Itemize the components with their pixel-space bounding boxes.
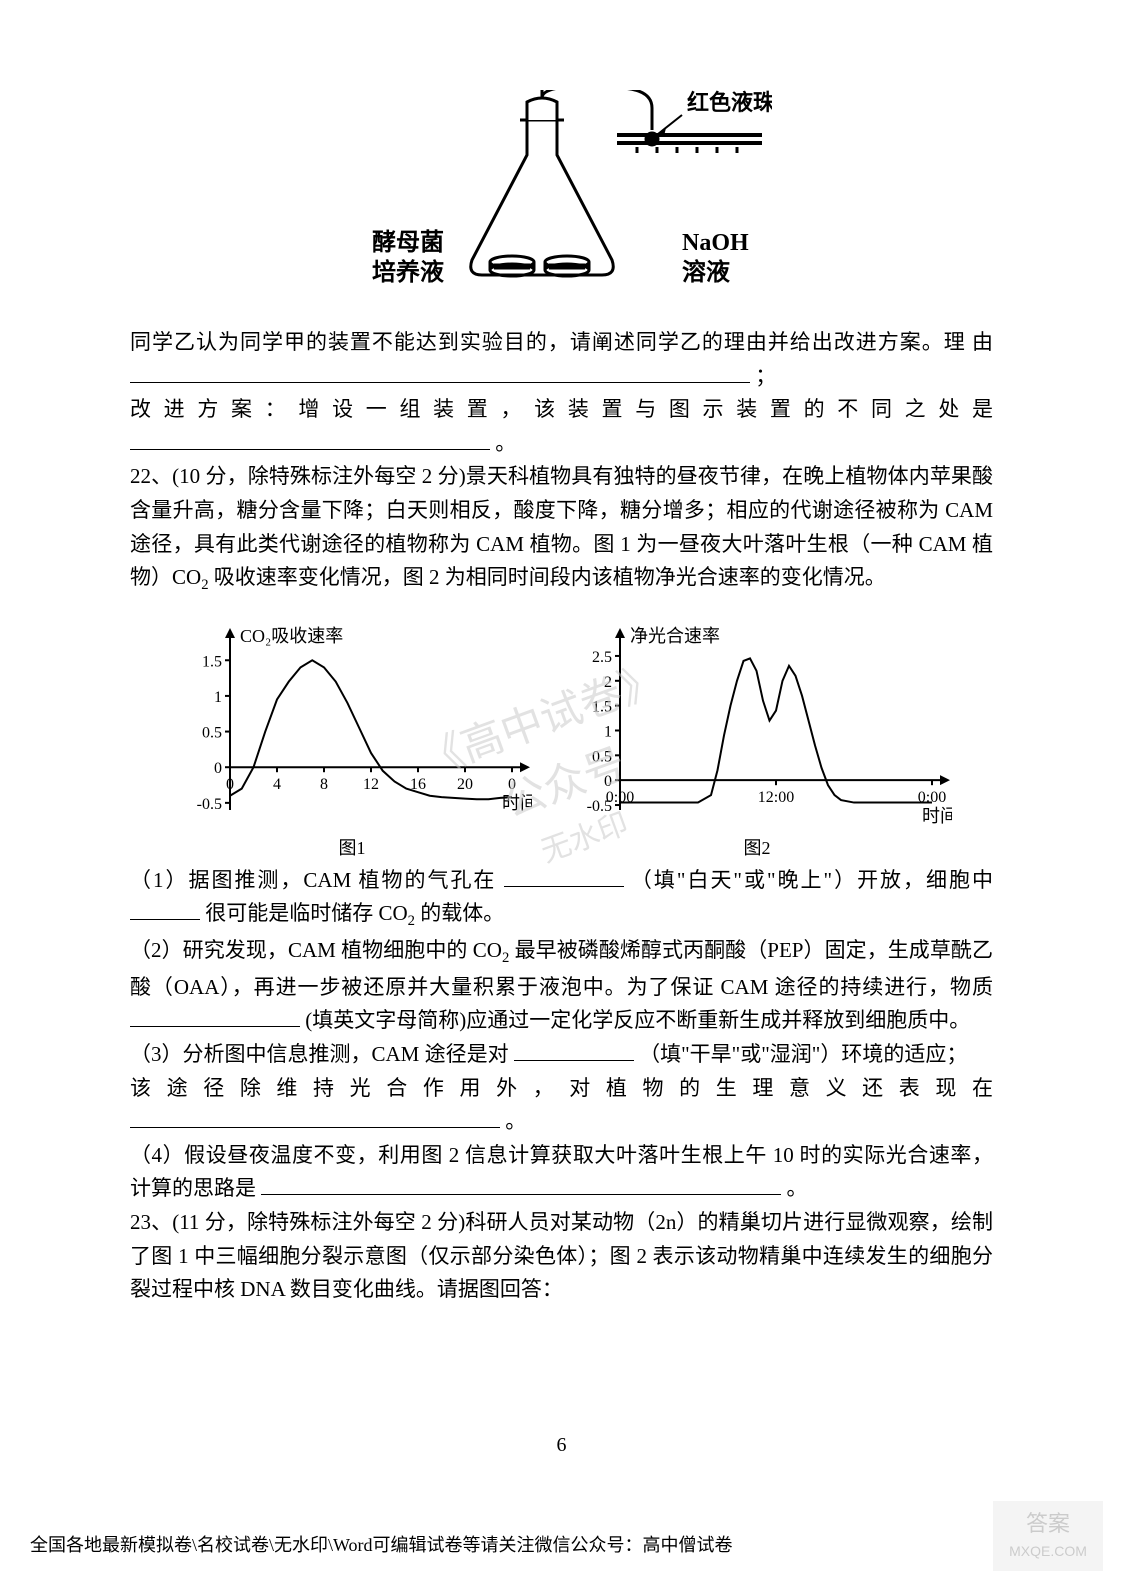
corner-logo-line1: 答案 <box>1026 1511 1070 1536</box>
q22-1c: 很可能是临时储存 CO <box>205 901 407 925</box>
corner-logo-line2: MXQE.COM <box>1009 1543 1087 1559</box>
apparatus-bead-label: 红色液珠 <box>687 90 772 115</box>
q22-1c-cont: 的载体。 <box>415 901 504 925</box>
svg-text:0.5: 0.5 <box>592 748 612 765</box>
q22-2b: (填英文字母简称)应通过一定化学反应不断重新生成并释放到细胞质中。 <box>305 1008 970 1032</box>
q22-4: （4）假设昼夜温度不变，利用图 2 信息计算获取大叶落叶生根上午 10 时的实际… <box>130 1139 993 1206</box>
paragraph-2: 改进方案：增设一组装置，该装置与图示装置的不同之处是 。 <box>130 393 993 460</box>
svg-text:2: 2 <box>604 674 612 691</box>
p1c: ； <box>755 364 776 388</box>
corner-logo: 答案 MXQE.COM <box>993 1501 1103 1571</box>
chart2: -0.500.511.522.50:0012:000:00净光合速率时间图2 <box>562 608 952 858</box>
svg-text:20: 20 <box>457 776 473 793</box>
apparatus-svg: 红色液珠 酵母菌 培养液 NaOH 溶液 <box>352 90 772 310</box>
svg-text:12: 12 <box>363 776 379 793</box>
blank-22-4 <box>261 1173 781 1195</box>
q22a-cont: 吸收速率变化情况，图 2 为相同时间段内该植物净光合速率的变化情况。 <box>209 565 886 589</box>
svg-text:12:00: 12:00 <box>757 789 793 806</box>
q22-4c: 。 <box>787 1176 808 1200</box>
q22-1b: （填"白天"或"晚上"）开放，细胞中 <box>631 868 993 892</box>
svg-text:0.5: 0.5 <box>202 724 222 741</box>
q23: 23、(11 分，除特殊标注外每空 2 分)科研人员对某动物（2n）的精巢切片进… <box>130 1210 993 1301</box>
svg-text:0: 0 <box>508 776 516 793</box>
svg-text:1: 1 <box>604 723 612 740</box>
page-number: 6 <box>0 1434 1123 1457</box>
blank-22-1a <box>504 865 624 887</box>
svg-text:图1: 图1 <box>338 838 365 858</box>
svg-text:时间: 时间 <box>502 793 532 813</box>
svg-text:1.5: 1.5 <box>592 698 612 715</box>
svg-text:净光合速率: 净光合速率 <box>630 626 720 646</box>
svg-text:1.5: 1.5 <box>202 653 222 670</box>
q22-2a: （2）研究发现，CAM 植物细胞中的 CO <box>130 938 502 962</box>
question-23: 23、(11 分，除特殊标注外每空 2 分)科研人员对某动物（2n）的精巢切片进… <box>130 1206 993 1307</box>
p1b: 由 <box>972 330 993 354</box>
blank-22-3a <box>514 1039 634 1061</box>
q22-4b: 计算的思路是 <box>130 1176 256 1200</box>
apparatus-figure: 红色液珠 酵母菌 培养液 NaOH 溶液 <box>130 90 993 316</box>
p2b: 。 <box>495 431 516 455</box>
q22-3a: （3）分析图中信息推测，CAM 途径是对 <box>130 1042 509 1066</box>
paragraph-1: 同学乙认为同学甲的装置不能达到实验目的，请阐述同学乙的理由并给出改进方案。理 由… <box>130 326 993 393</box>
svg-text:CO₂吸收速率: CO₂吸收速率 <box>240 626 343 646</box>
svg-text:0:00: 0:00 <box>917 789 945 806</box>
svg-text:0:00: 0:00 <box>605 789 633 806</box>
svg-text:8: 8 <box>320 776 328 793</box>
p2a: 改进方案：增设一组装置，该装置与图示装置的不同之处是 <box>130 397 993 421</box>
svg-text:0: 0 <box>214 760 222 777</box>
question-22-intro: 22、(10 分，除特殊标注外每空 2 分)景天科植物具有独特的昼夜节律，在晚上… <box>130 460 993 597</box>
svg-text:0: 0 <box>604 773 612 790</box>
charts-row: -0.500.511.50481216200CO₂吸收速率时间图1 -0.500… <box>130 608 993 858</box>
p1a: 同学乙认为同学甲的装置不能达到实验目的，请阐述同学乙的理由并给出改进方案。理 <box>130 330 966 354</box>
blank-22-2 <box>130 1005 300 1027</box>
blank-reason <box>130 361 750 383</box>
q22-3b: （填"干旱"或"湿润"）环境的适应； <box>639 1042 967 1066</box>
q22-1a: （1）据图推测，CAM 植物的气孔在 <box>130 868 496 892</box>
q22-3c: 该途径除维持光合作用外，对植物的生理意义还表现在 <box>130 1076 993 1100</box>
apparatus-left-label-2: 培养液 <box>372 258 444 286</box>
apparatus-right-label-1: NaOH <box>682 230 749 256</box>
svg-text:4: 4 <box>273 776 281 793</box>
svg-text:2.5: 2.5 <box>592 649 612 666</box>
q22-4a: （4）假设昼夜温度不变，利用图 2 信息计算获取大叶落叶生根上午 10 时的实际… <box>130 1143 993 1167</box>
q22-3d: 。 <box>505 1109 526 1133</box>
footer-text: 全国各地最新模拟卷\名校试卷\无水印\Word可编辑试卷等请关注微信公众号：高中… <box>30 1531 733 1557</box>
q22-3: （3）分析图中信息推测，CAM 途径是对 （填"干旱"或"湿润"）环境的适应； … <box>130 1038 993 1139</box>
blank-22-1b <box>130 898 200 920</box>
blank-improve <box>130 428 490 450</box>
q22-2: （2）研究发现，CAM 植物细胞中的 CO2 最早被磷酸烯醇式丙酮酸（PEP）固… <box>130 934 993 1038</box>
svg-text:图2: 图2 <box>743 838 770 858</box>
q22-1: （1）据图推测，CAM 植物的气孔在 （填"白天"或"晚上"）开放，细胞中 很可… <box>130 864 993 934</box>
svg-text:0: 0 <box>226 776 234 793</box>
q22-1c-sub: 2 <box>408 914 415 930</box>
chart1: -0.500.511.50481216200CO₂吸收速率时间图1 <box>172 608 532 858</box>
svg-text:-0.5: -0.5 <box>196 796 221 813</box>
q22a-sub: 2 <box>201 577 208 593</box>
apparatus-right-label-2: 溶液 <box>682 258 730 286</box>
apparatus-left-label-1: 酵母菌 <box>372 229 444 256</box>
blank-22-3b <box>130 1106 500 1128</box>
svg-text:时间: 时间 <box>922 806 952 826</box>
svg-text:1: 1 <box>214 689 222 706</box>
